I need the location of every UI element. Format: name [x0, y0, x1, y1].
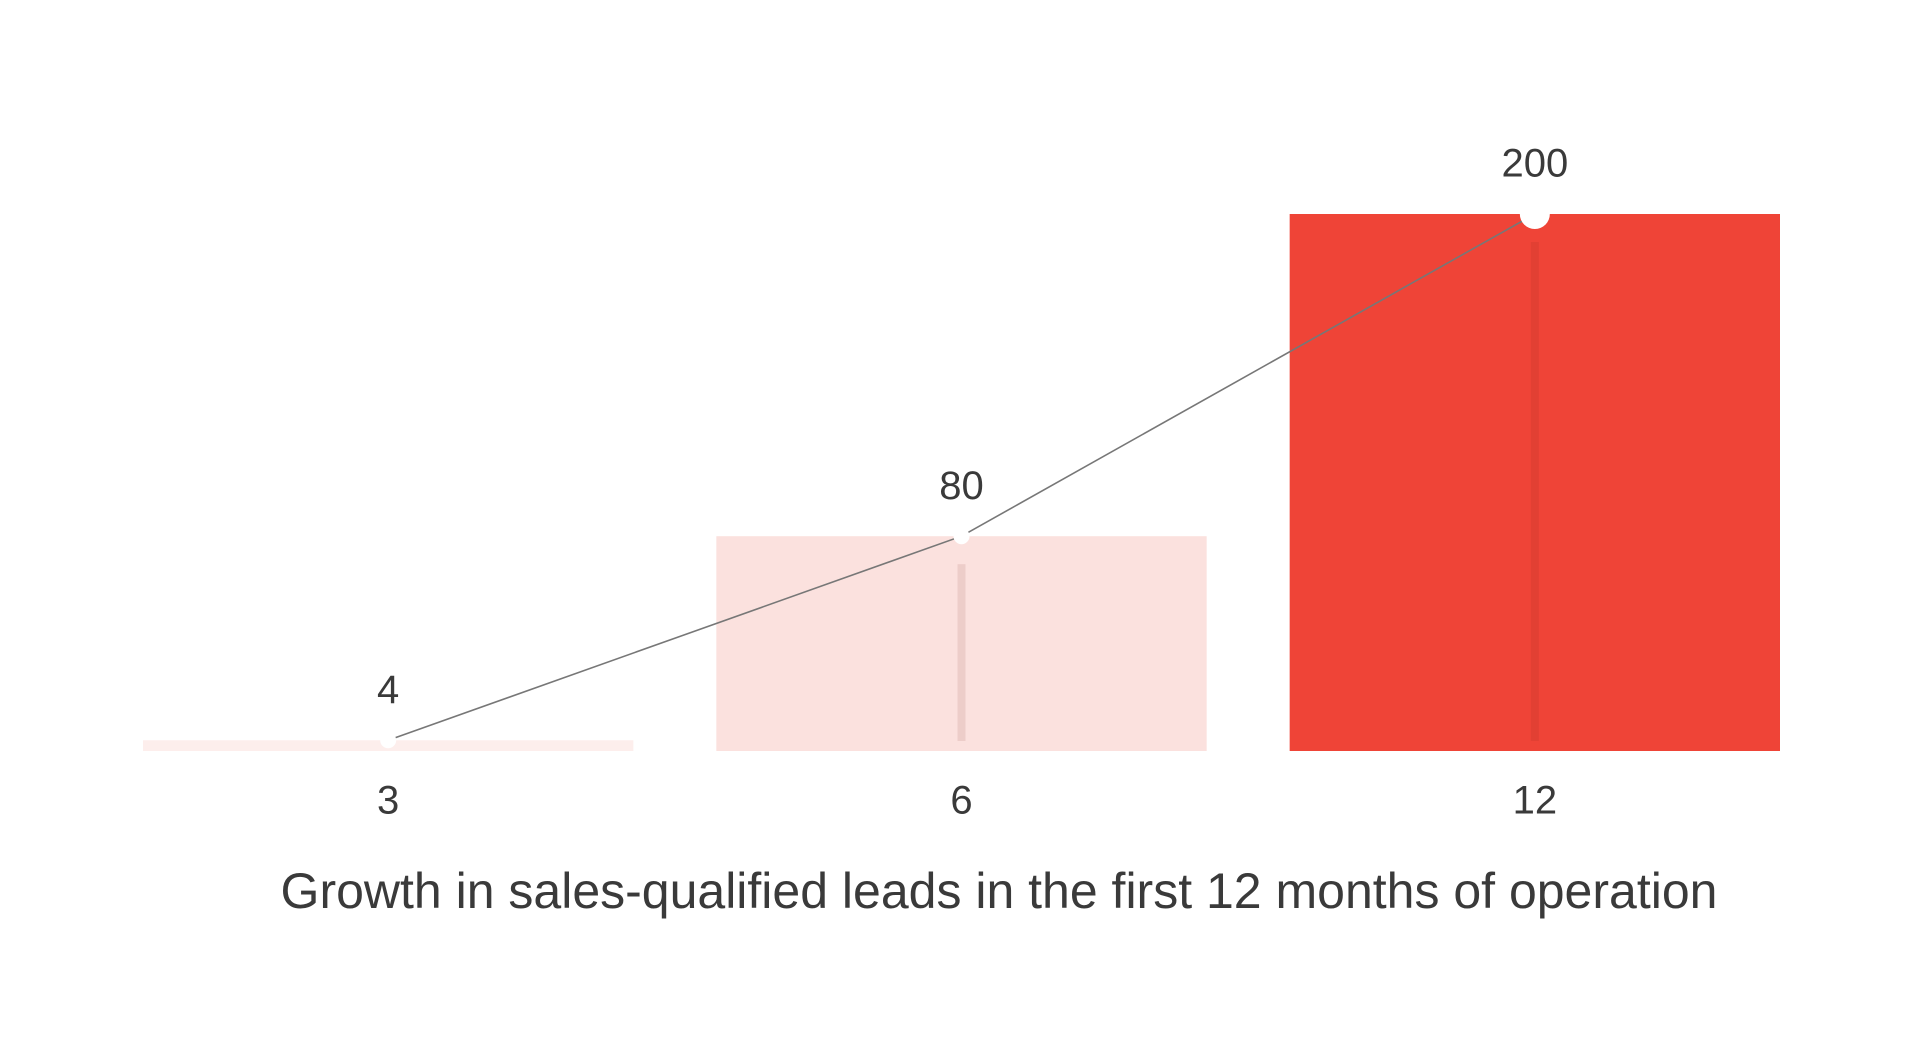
bar [1289, 214, 1780, 751]
value-label: 80 [939, 464, 984, 508]
value-label: 4 [377, 668, 399, 712]
bar-stripe [957, 564, 966, 741]
point [1519, 199, 1550, 229]
point [953, 528, 970, 545]
bar-stripe [1530, 242, 1539, 741]
x-tick-label: 12 [1513, 779, 1558, 823]
x-tick-label: 3 [377, 779, 399, 823]
point [380, 732, 397, 749]
value-label: 200 [1501, 142, 1568, 186]
x-tick-label: 6 [950, 779, 972, 823]
bar [716, 536, 1207, 751]
chart-title: Growth in sales-qualified leads in the f… [281, 863, 1718, 919]
